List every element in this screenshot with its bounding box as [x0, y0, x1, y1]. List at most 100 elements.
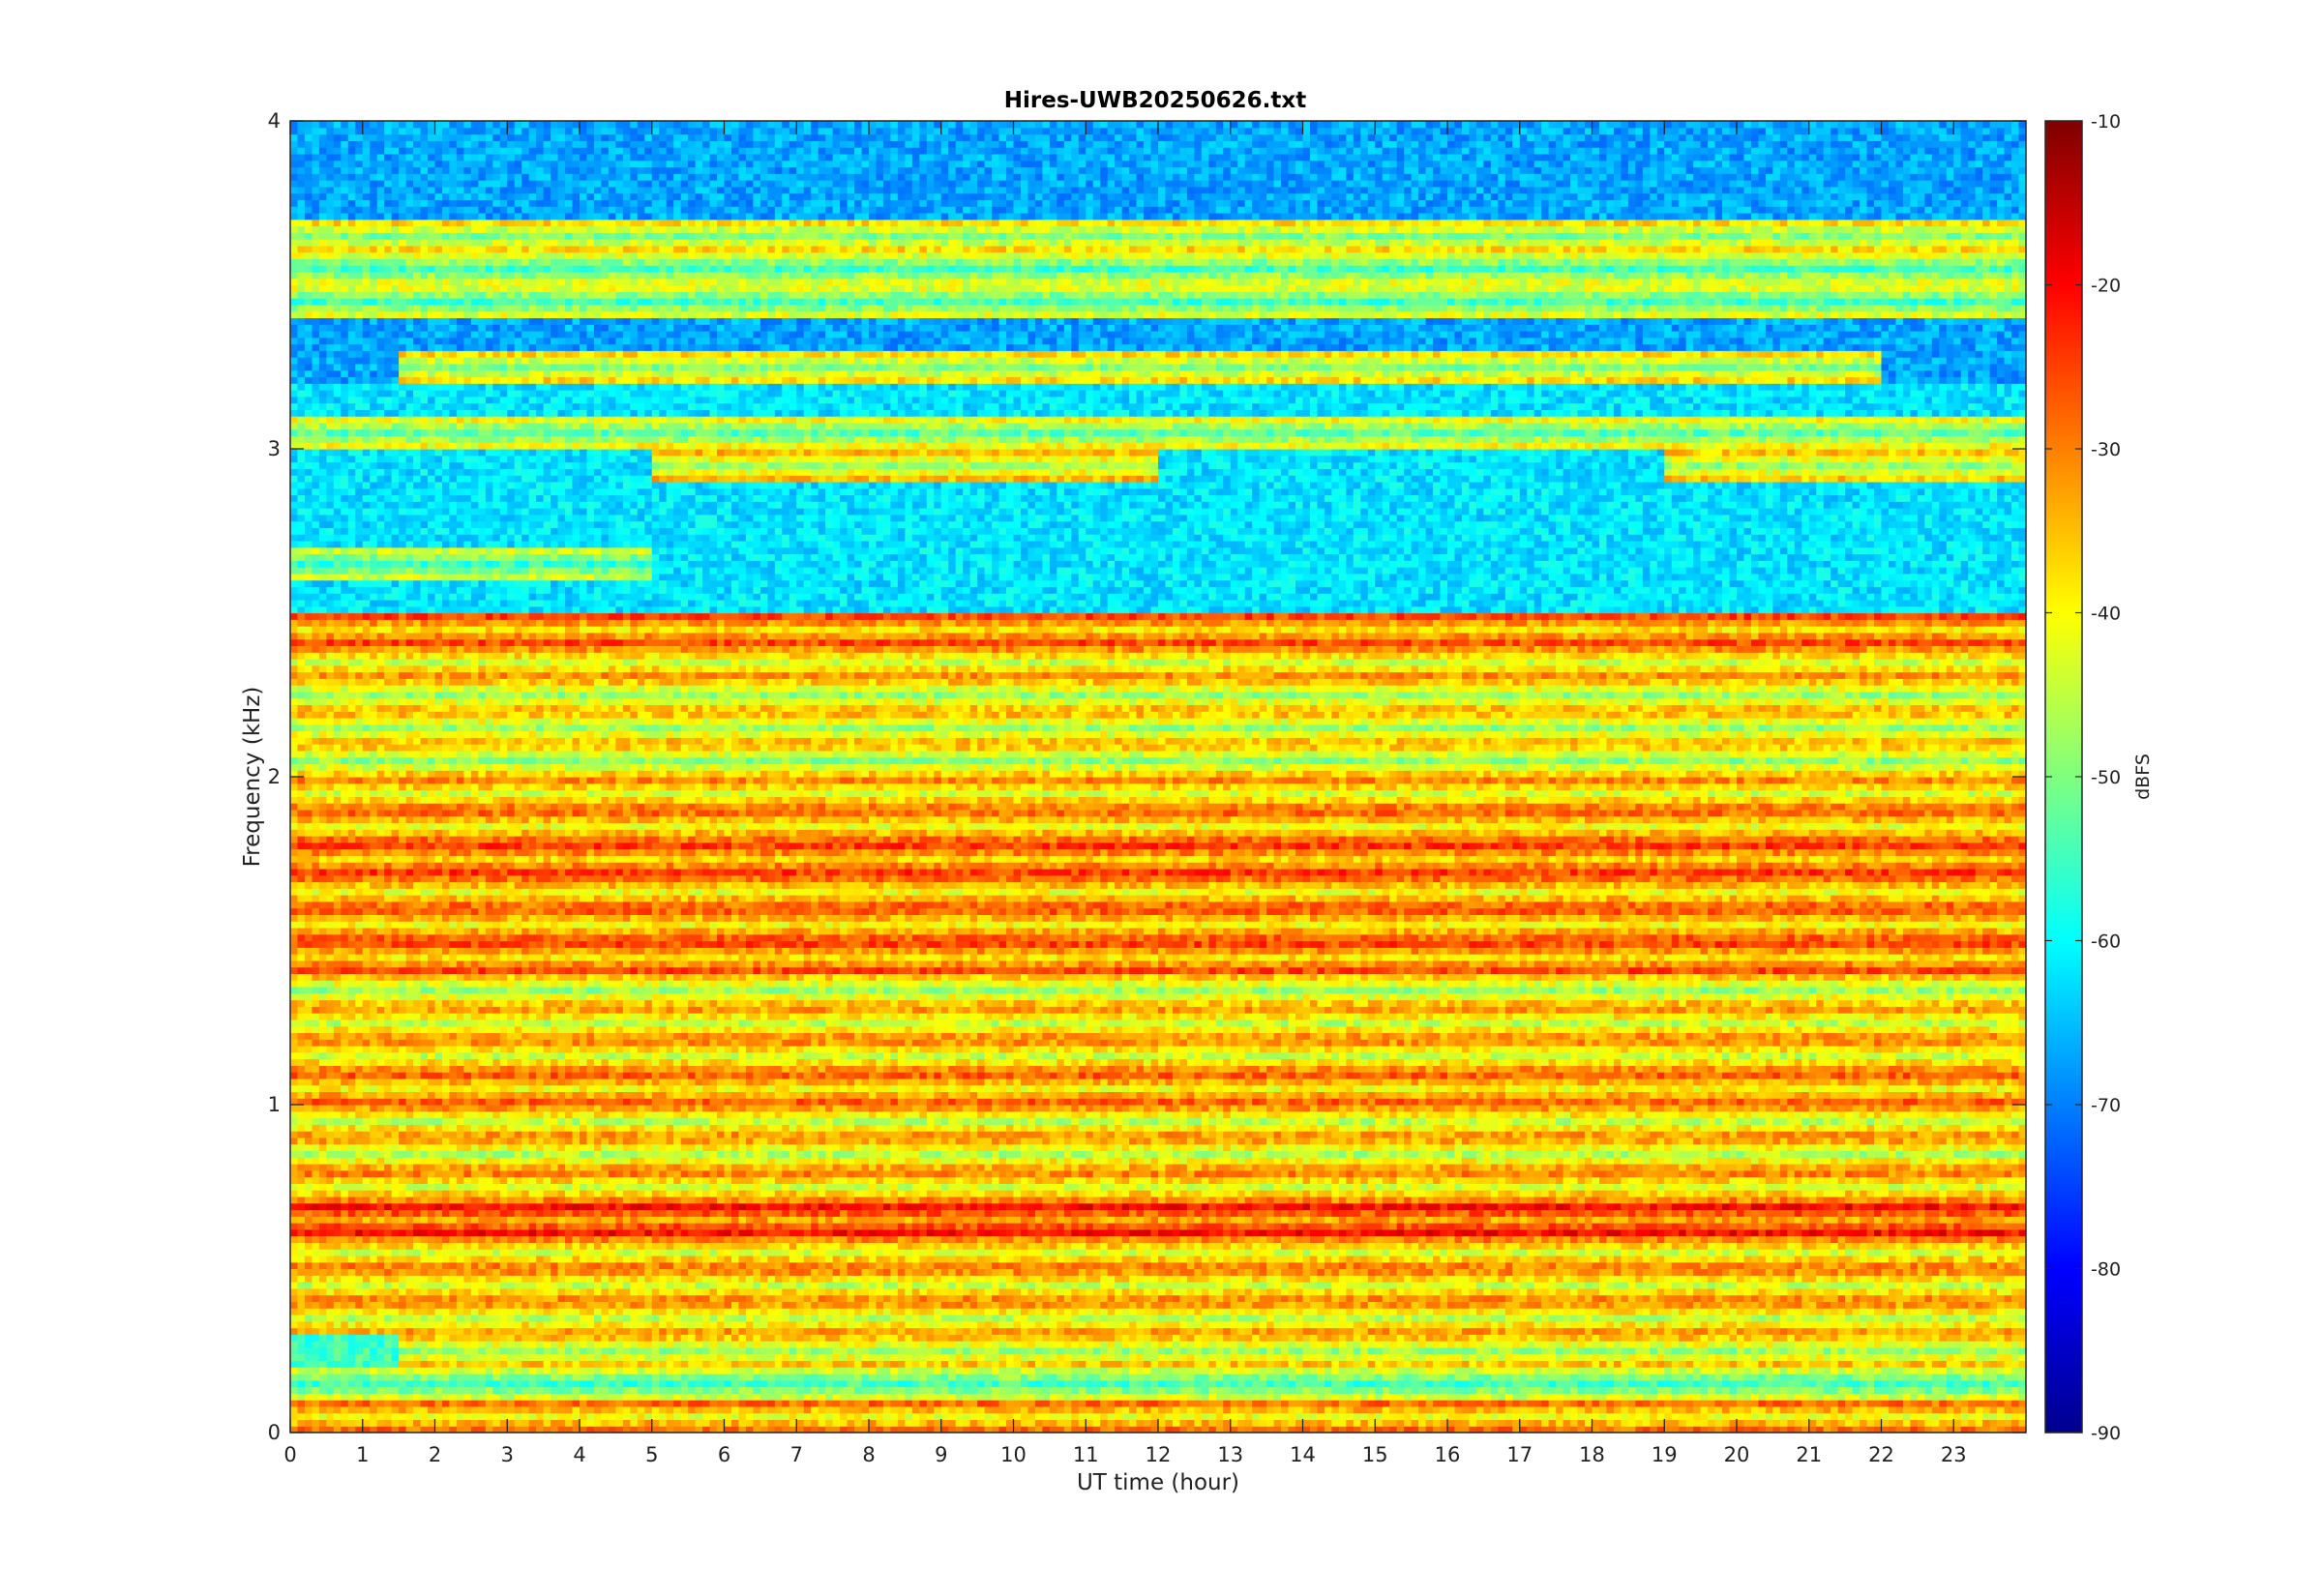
heatmap-cell	[297, 1379, 306, 1388]
heatmap-cell	[1121, 1386, 1130, 1394]
heatmap-cell	[1888, 1405, 1897, 1414]
heatmap-cell	[1404, 1314, 1413, 1322]
heatmap-cell	[759, 1367, 768, 1374]
heatmap-cell	[1483, 1386, 1492, 1394]
heatmap-cell	[1331, 1412, 1340, 1421]
heatmap-cell	[470, 1308, 479, 1315]
heatmap-cell	[1902, 1353, 1911, 1362]
heatmap-cell	[1541, 1367, 1550, 1374]
heatmap-cell	[1902, 1346, 1911, 1355]
heatmap-cell	[1230, 1386, 1238, 1394]
heatmap-cell	[312, 1393, 320, 1401]
heatmap-cell	[897, 1346, 906, 1355]
heatmap-cell	[1150, 1412, 1159, 1421]
heatmap-cell	[1150, 1341, 1159, 1348]
heatmap-cell	[1107, 1308, 1116, 1315]
heatmap-cell	[1960, 1412, 1969, 1421]
heatmap-cell	[492, 1379, 501, 1388]
heatmap-cell	[1461, 1341, 1471, 1348]
heatmap-cell	[738, 1419, 747, 1427]
heatmap-cell	[789, 1308, 797, 1315]
heatmap-cell	[1049, 1367, 1057, 1374]
heatmap-cell	[1816, 1346, 1825, 1355]
heatmap-cell	[1700, 1426, 1709, 1433]
heatmap-cell	[890, 1353, 899, 1362]
heatmap-cell	[1006, 1320, 1015, 1329]
heatmap-cell	[1490, 1367, 1499, 1374]
heatmap-cell	[615, 1308, 624, 1315]
heatmap-cell	[492, 1320, 501, 1329]
heatmap-cell	[1454, 1405, 1463, 1414]
heatmap-cell	[615, 1393, 624, 1401]
heatmap-cell	[434, 1373, 443, 1381]
heatmap-cell	[1982, 1393, 1991, 1401]
heatmap-cell	[1765, 1379, 1773, 1388]
heatmap-cell	[2018, 1353, 2026, 1362]
heatmap-cell	[1635, 1373, 1644, 1381]
heatmap-cell	[1750, 1400, 1760, 1407]
heatmap-cell	[384, 1334, 393, 1342]
heatmap-cell	[1259, 1334, 1267, 1342]
heatmap-cell	[1888, 1379, 1897, 1388]
heatmap-cell	[1086, 1294, 1094, 1302]
heatmap-cell	[1743, 1301, 1752, 1309]
heatmap-cell	[499, 1334, 508, 1342]
heatmap-cell	[1186, 1320, 1195, 1329]
heatmap-cell	[753, 1386, 761, 1394]
heatmap-cell	[1519, 1314, 1528, 1322]
heatmap-cell	[428, 1386, 436, 1394]
heatmap-cell	[463, 1294, 472, 1302]
heatmap-cell	[1679, 1314, 1687, 1322]
heatmap-cell	[1642, 1367, 1651, 1374]
heatmap-cell	[434, 1353, 443, 1362]
heatmap-cell	[391, 1393, 400, 1401]
heatmap-cell	[1295, 1379, 1304, 1388]
heatmap-cell	[811, 1314, 819, 1322]
heatmap-cell	[1071, 1386, 1080, 1394]
heatmap-cell	[521, 1301, 530, 1309]
heatmap-cell	[463, 1373, 472, 1381]
heatmap-cell	[977, 1367, 986, 1374]
heatmap-cell	[1585, 1346, 1593, 1355]
heatmap-cell	[940, 1301, 949, 1309]
heatmap-cell	[1382, 1419, 1390, 1427]
heatmap-cell	[811, 1360, 819, 1368]
heatmap-cell	[434, 1360, 443, 1368]
heatmap-cell	[1360, 1386, 1369, 1394]
heatmap-cell	[434, 1334, 443, 1342]
heatmap-cell	[1577, 1379, 1586, 1388]
heatmap-cell	[1302, 1353, 1311, 1362]
heatmap-cell	[1960, 1379, 1969, 1388]
heatmap-cell	[1772, 1405, 1781, 1414]
heatmap-cell	[1714, 1360, 1723, 1368]
heatmap-cell	[1338, 1412, 1347, 1421]
heatmap-cell	[688, 1334, 697, 1342]
heatmap-cell	[969, 1327, 978, 1335]
heatmap-cell	[622, 1301, 631, 1309]
heatmap-cell	[869, 1426, 878, 1433]
heatmap-cell	[376, 1373, 385, 1381]
heatmap-cell	[1679, 1320, 1687, 1329]
heatmap-cell	[593, 1412, 603, 1421]
heatmap-cell	[1346, 1341, 1354, 1348]
heatmap-cell	[1685, 1405, 1694, 1414]
heatmap-cell	[1968, 1353, 1977, 1362]
heatmap-cell	[1331, 1353, 1340, 1362]
heatmap-cell	[536, 1346, 545, 1355]
heatmap-cell	[1071, 1308, 1080, 1315]
heatmap-cell	[1570, 1341, 1579, 1348]
heatmap-cell	[1737, 1400, 1745, 1407]
heatmap-cell	[948, 1346, 957, 1355]
heatmap-cell	[1606, 1308, 1615, 1315]
heatmap-cell	[688, 1373, 697, 1381]
heatmap-cell	[1519, 1334, 1528, 1342]
heatmap-cell	[1475, 1367, 1484, 1374]
heatmap-cell	[1309, 1426, 1319, 1433]
heatmap-cell	[1708, 1320, 1716, 1329]
heatmap-cell	[1656, 1294, 1665, 1302]
heatmap-cell	[1360, 1373, 1369, 1381]
heatmap-cell	[905, 1360, 913, 1368]
heatmap-cell	[434, 1301, 443, 1309]
heatmap-cell	[1563, 1367, 1571, 1374]
heatmap-cell	[1469, 1327, 1477, 1335]
